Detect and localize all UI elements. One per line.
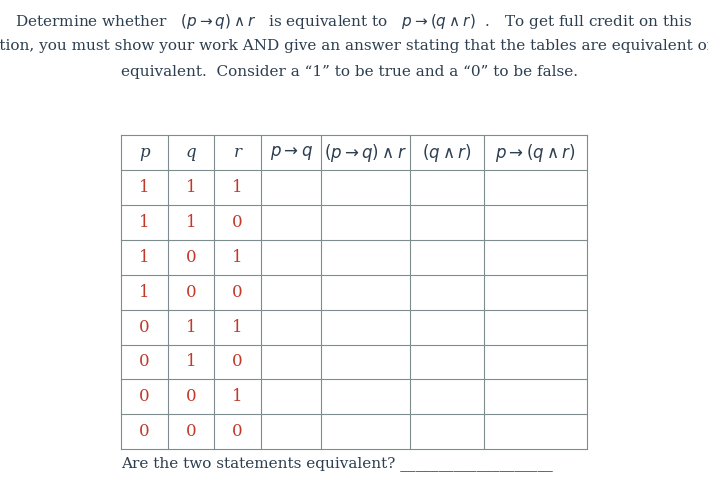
Text: 0: 0 <box>139 354 149 370</box>
Text: 1: 1 <box>232 319 243 336</box>
Text: 1: 1 <box>185 319 196 336</box>
Text: $(p{\to}q)\wedge r$: $(p{\to}q)\wedge r$ <box>324 142 407 164</box>
Text: 0: 0 <box>185 388 196 405</box>
Text: 0: 0 <box>232 214 243 231</box>
Text: question, you must show your work AND give an answer stating that the tables are: question, you must show your work AND gi… <box>0 39 708 53</box>
Text: q: q <box>185 144 196 161</box>
Text: 1: 1 <box>139 214 149 231</box>
Text: $p{\to}(q\wedge r)$: $p{\to}(q\wedge r)$ <box>496 142 576 164</box>
Text: 0: 0 <box>185 423 196 440</box>
Text: 1: 1 <box>232 179 243 196</box>
Text: 1: 1 <box>139 249 149 266</box>
Text: 0: 0 <box>232 354 243 370</box>
Text: equivalent.  Consider a “1” to be true and a “0” to be false.: equivalent. Consider a “1” to be true an… <box>121 65 578 79</box>
Text: 0: 0 <box>139 388 149 405</box>
Text: 1: 1 <box>185 214 196 231</box>
Text: 0: 0 <box>139 423 149 440</box>
Text: 1: 1 <box>232 249 243 266</box>
Text: 1: 1 <box>185 179 196 196</box>
Text: 0: 0 <box>185 284 196 301</box>
Text: p: p <box>139 144 149 161</box>
Text: 0: 0 <box>185 249 196 266</box>
Text: 0: 0 <box>232 284 243 301</box>
Text: 0: 0 <box>232 423 243 440</box>
Text: 1: 1 <box>139 179 149 196</box>
Text: 1: 1 <box>232 388 243 405</box>
Text: Determine whether   $(p{\to}q)\wedge r$   is equivalent to   $p{\to}(q\wedge r)$: Determine whether $(p{\to}q)\wedge r$ is… <box>16 12 692 31</box>
Text: 1: 1 <box>139 284 149 301</box>
Text: 0: 0 <box>139 319 149 336</box>
Text: Are the two statements equivalent? ____________________: Are the two statements equivalent? _____… <box>121 456 553 471</box>
Text: 1: 1 <box>185 354 196 370</box>
Text: $p{\to}q$: $p{\to}q$ <box>270 143 312 162</box>
Text: $(q\wedge r)$: $(q\wedge r)$ <box>423 142 472 164</box>
Text: r: r <box>234 144 241 161</box>
